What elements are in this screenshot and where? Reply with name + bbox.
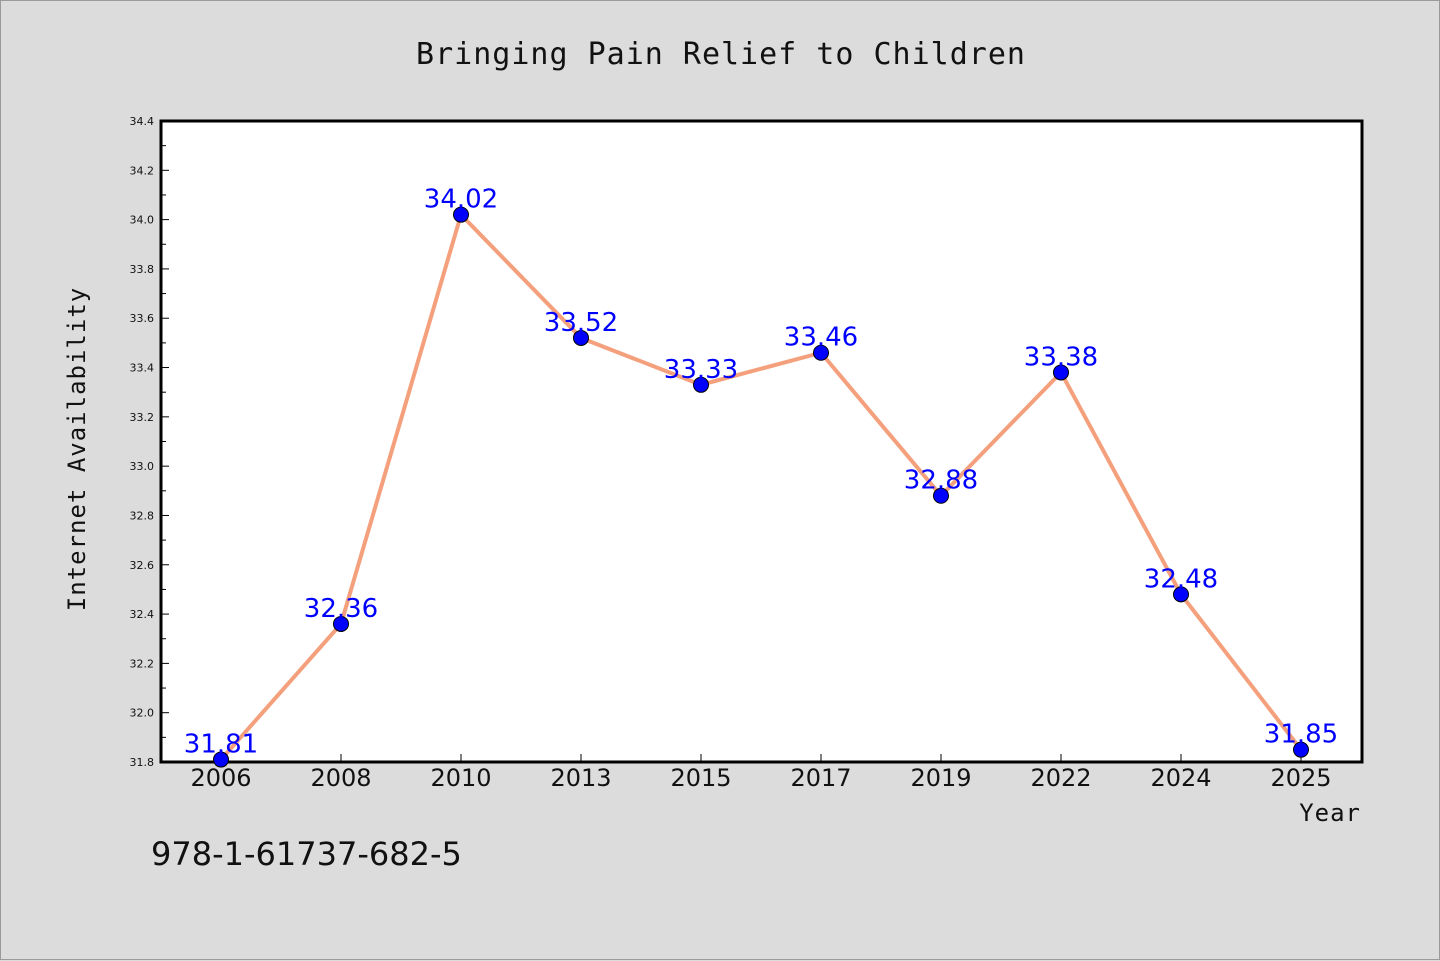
- y-axis-title: Internet Availability: [63, 287, 91, 611]
- data-label: 32.36: [304, 594, 378, 624]
- data-label: 31.85: [1264, 720, 1338, 750]
- x-tick-label: 2019: [910, 764, 971, 792]
- x-tick-label: 2017: [790, 764, 851, 792]
- x-tick-label: 2022: [1030, 764, 1091, 792]
- data-label: 32.88: [904, 466, 978, 496]
- data-point: [1293, 741, 1309, 758]
- y-tick-label: 31.8: [130, 756, 155, 769]
- data-label: 33.52: [544, 308, 618, 338]
- x-axis-title: Year: [1299, 799, 1361, 827]
- x-tick-label: 2025: [1270, 764, 1331, 792]
- data-label-layer: 31.81 32.36 34.02 33.52 33.33 33.46 32.88 33.38…: [184, 185, 1338, 760]
- plot-area: [159, 119, 1364, 764]
- data-label: 33.46: [784, 323, 858, 353]
- data-point: [693, 376, 709, 393]
- data-point: [453, 206, 469, 223]
- x-tick-label: 2024: [1150, 764, 1211, 792]
- data-point: [1053, 364, 1069, 381]
- x-tick-label: 2015: [670, 764, 731, 792]
- data-label: 33.38: [1024, 342, 1098, 372]
- x-tick-label: 2013: [550, 764, 611, 792]
- y-tick-label: 33.0: [130, 460, 155, 473]
- y-tick-label: 33.4: [130, 362, 155, 375]
- y-tick-label: 33.8: [130, 263, 155, 276]
- chart-title: Bringing Pain Relief to Children: [416, 37, 1026, 72]
- data-point: [1173, 586, 1189, 603]
- data-label: 34.02: [424, 185, 498, 215]
- x-tick-label: 2006: [190, 764, 251, 792]
- y-tick-label: 32.6: [130, 559, 155, 572]
- data-point: [933, 487, 949, 504]
- x-tick-label: 2010: [430, 764, 491, 792]
- y-tick-label: 34.4: [130, 115, 155, 128]
- y-tick-label: 34.0: [130, 214, 155, 227]
- data-point: [813, 344, 829, 361]
- y-axis-ticks: 31.8 32.0 32.2 32.4 32.6 32.8 33.0 33.2 33.4 33.6…: [130, 115, 169, 769]
- data-point: [213, 751, 229, 768]
- y-tick-label: 33.2: [130, 411, 155, 424]
- y-tick-label: 32.0: [130, 707, 155, 720]
- y-tick-label: 33.6: [130, 312, 155, 325]
- y-tick-label: 32.4: [130, 608, 155, 621]
- data-label: 33.33: [664, 355, 738, 385]
- x-axis-ticks: 2006 2008 2010 2013 2015 2017 2019 2022 2024 2025: [190, 754, 1332, 792]
- data-point: [573, 329, 589, 346]
- data-point: [333, 615, 349, 632]
- data-label: 32.48: [1144, 564, 1218, 594]
- isbn-text: 978-1-61737-682-5: [151, 835, 462, 873]
- y-tick-label: 34.2: [130, 164, 155, 177]
- y-tick-label: 32.8: [130, 509, 155, 522]
- series-layer: [213, 206, 1309, 768]
- series-line: [219, 212, 1303, 761]
- y-tick-label: 32.2: [130, 657, 155, 670]
- data-label: 31.81: [184, 730, 258, 760]
- x-tick-label: 2008: [310, 764, 371, 792]
